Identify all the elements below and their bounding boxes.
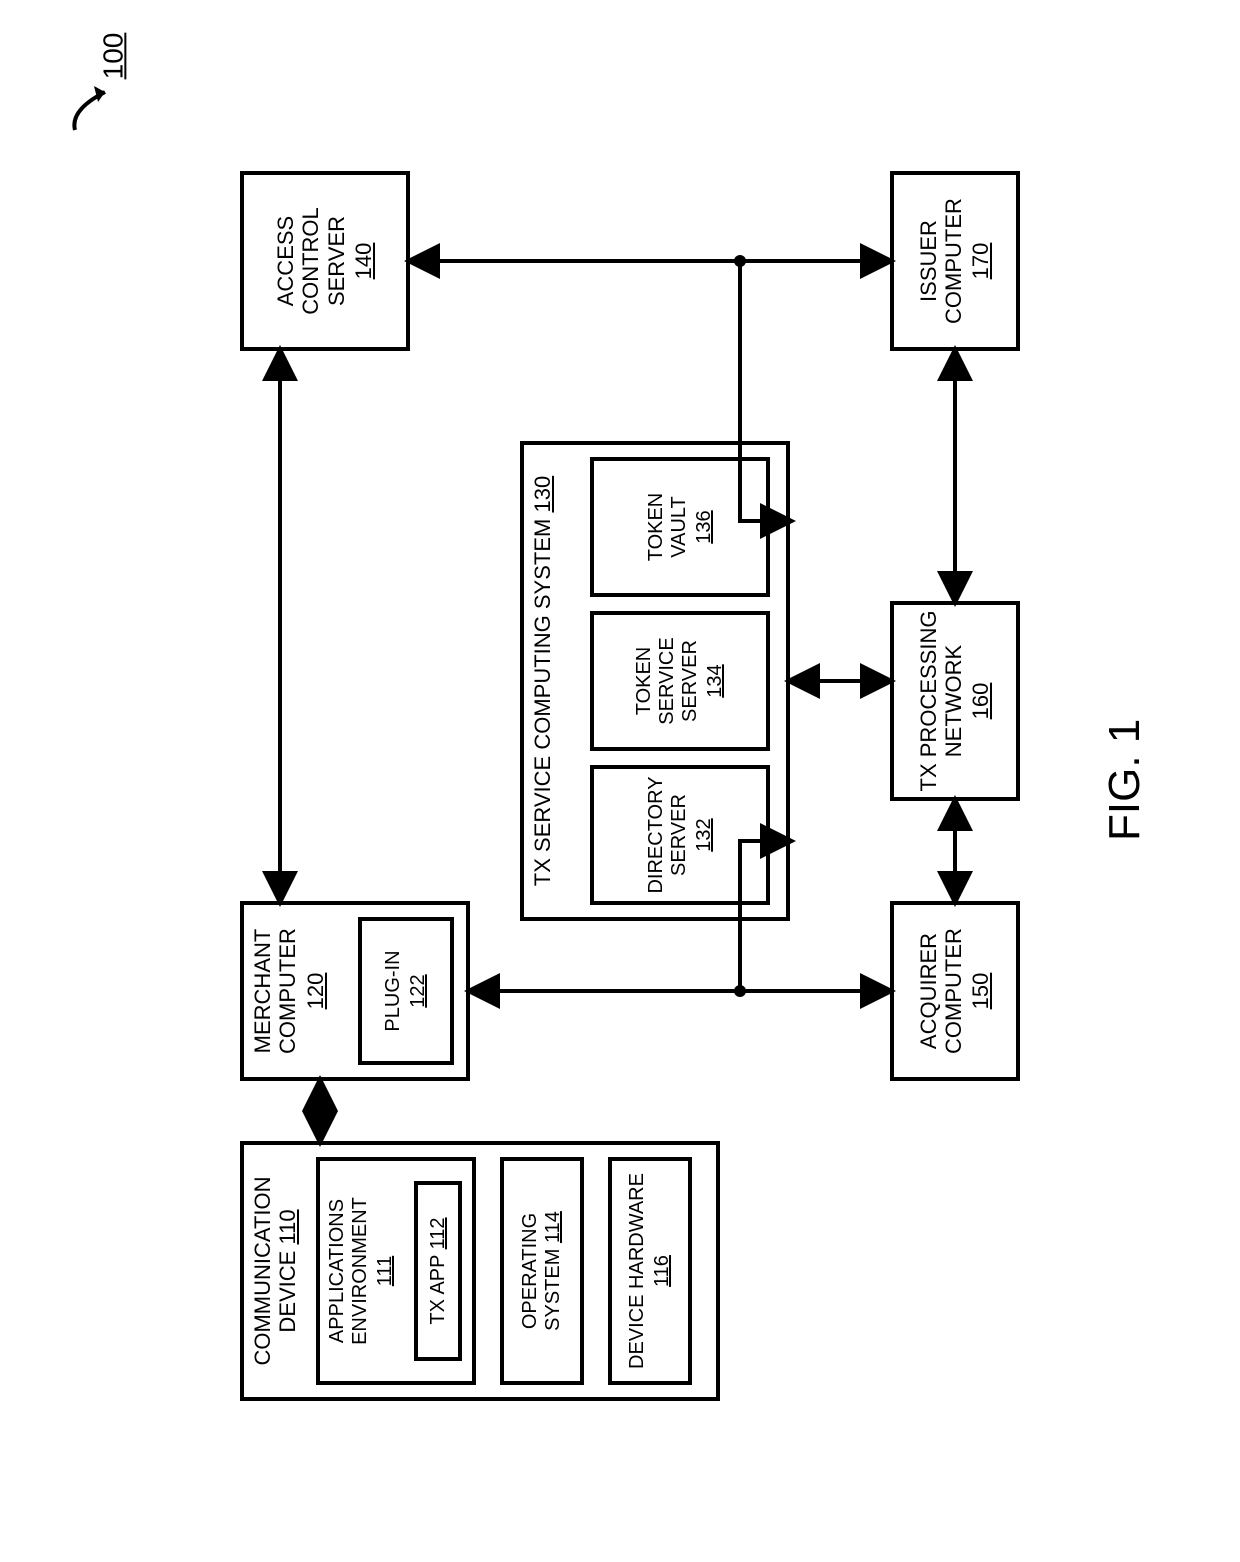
acs-ref: 140 <box>351 243 377 280</box>
acquirer-title: ACQUIRER COMPUTER <box>916 905 967 1077</box>
diagram-root: COMMUNICATION DEVICE 110 APPLICATIONS EN… <box>120 81 1120 1481</box>
box-token-vault: TOKEN VAULT 136 <box>590 457 770 597</box>
apps-env-ref: 111 <box>374 1256 397 1286</box>
canvas: 100 COMMUNICATION DEVICE 110 APPLICATION… <box>0 0 1240 1562</box>
junction-dot-1 <box>734 985 746 997</box>
box-tx-app: TX APP 112 <box>414 1181 462 1361</box>
merchant-ref: 120 <box>303 973 329 1010</box>
plugin-ref: 122 <box>407 974 430 1007</box>
os-title: OPERATINGSYSTEM 114 <box>519 1211 565 1331</box>
box-operating-system: OPERATINGSYSTEM 114 <box>500 1157 584 1385</box>
box-access-control-server: ACCESS CONTROL SERVER 140 <box>240 171 410 351</box>
token-vault-ref: 136 <box>693 510 716 543</box>
acs-title: ACCESS CONTROL SERVER <box>273 175 349 347</box>
box-tx-processing-network: TX PROCESSING NETWORK 160 <box>890 601 1020 801</box>
apps-env-title: APPLICATIONS ENVIRONMENT <box>326 1161 372 1381</box>
acquirer-ref: 150 <box>968 973 994 1010</box>
token-srv-title: TOKEN SERVICE SERVER <box>633 615 702 747</box>
txnet-ref: 160 <box>968 683 994 720</box>
token-vault-title: TOKEN VAULT <box>645 461 691 593</box>
hw-title: DEVICE HARDWARE <box>626 1173 649 1369</box>
directory-title: DIRECTORY SERVER <box>645 769 691 901</box>
issuer-title: ISSUER COMPUTER <box>916 175 967 347</box>
issuer-ref: 170 <box>968 243 994 280</box>
junction-dot-2 <box>734 255 746 267</box>
tx-service-title: TX SERVICE COMPUTING SYSTEM 130 <box>530 476 555 886</box>
box-device-hardware: DEVICE HARDWARE 116 <box>608 1157 692 1385</box>
box-issuer-computer: ISSUER COMPUTER 170 <box>890 171 1020 351</box>
txnet-title: TX PROCESSING NETWORK <box>916 605 967 797</box>
hw-ref: 116 <box>651 1255 674 1287</box>
merchant-title: MERCHANT COMPUTER <box>250 905 301 1077</box>
directory-ref: 132 <box>693 818 716 851</box>
box-acquirer-computer: ACQUIRER COMPUTER 150 <box>890 901 1020 1081</box>
comm-device-title: COMMUNICATION DEVICE 110 <box>250 1145 301 1397</box>
box-token-service-server: TOKEN SERVICE SERVER 134 <box>590 611 770 751</box>
figure-label: FIG. 1 <box>1100 719 1150 841</box>
box-plugin: PLUG-IN 122 <box>358 917 454 1065</box>
plugin-title: PLUG-IN <box>382 950 405 1031</box>
box-directory-server: DIRECTORY SERVER 132 <box>590 765 770 905</box>
tx-app-title: TX APP 112 <box>427 1217 450 1324</box>
token-srv-ref: 134 <box>704 664 727 697</box>
